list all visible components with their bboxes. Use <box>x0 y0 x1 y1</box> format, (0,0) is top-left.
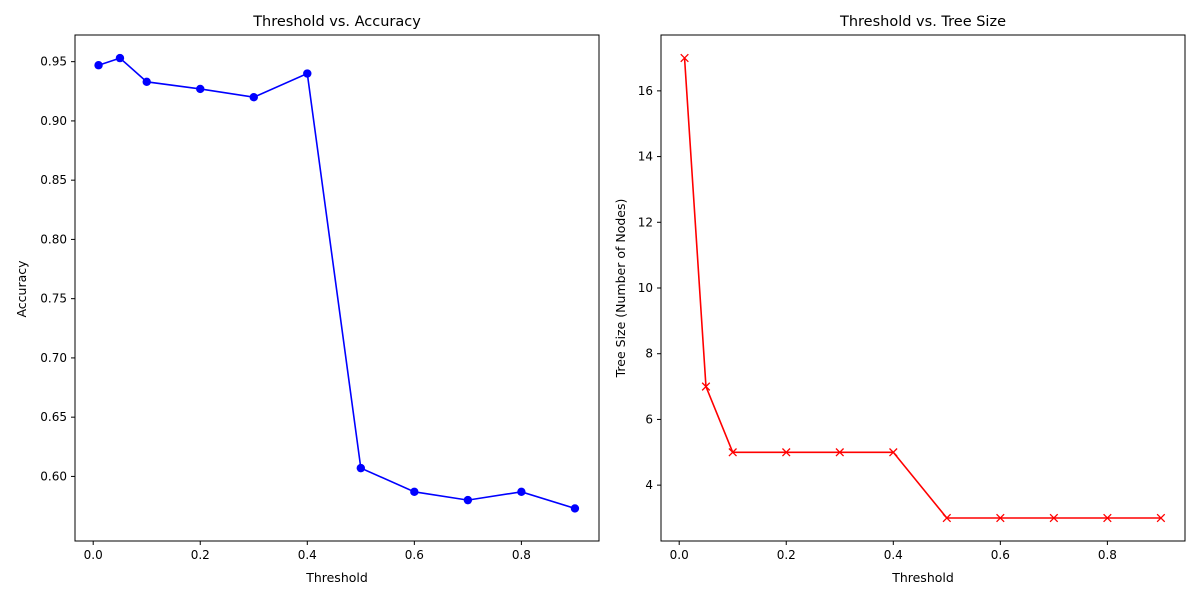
y-axis-label: Accuracy <box>14 260 29 318</box>
data-point <box>570 504 580 513</box>
x-tick-label: 0.0 <box>84 548 103 562</box>
data-point <box>517 487 526 497</box>
y-tick-label: 0.80 <box>40 232 67 246</box>
data-point <box>249 93 258 102</box>
plot-frame <box>660 34 1186 542</box>
y-tick-label: 0.85 <box>40 173 67 187</box>
data-point <box>1103 513 1112 523</box>
data-point <box>701 382 711 391</box>
data-point <box>1049 513 1059 523</box>
x-tick-label: 0.4 <box>884 548 903 562</box>
y-axis-label: Tree Size (Number of Nodes) <box>613 199 628 379</box>
markers <box>94 53 580 513</box>
data-point <box>996 513 1005 523</box>
y-tick-label: 0.95 <box>40 55 67 69</box>
series-lines <box>683 57 1161 519</box>
x-axis-label: Threshold <box>891 570 954 585</box>
series-line <box>683 57 1161 519</box>
x-tick-label: 0.4 <box>298 548 317 562</box>
y-tick-label: 10 <box>638 281 653 295</box>
data-point <box>94 61 103 70</box>
y-tick-label: 12 <box>638 215 653 229</box>
y-tick-label: 6 <box>645 412 653 426</box>
markers <box>680 53 1166 523</box>
x-tick-label: 0.2 <box>777 548 796 562</box>
y-tick-label: 0.60 <box>40 469 67 483</box>
y-tick-label: 16 <box>638 84 653 98</box>
data-point <box>410 487 419 497</box>
data-point <box>196 84 205 94</box>
x-tick-label: 0.0 <box>670 548 689 562</box>
y-tick-label: 14 <box>638 150 653 164</box>
chart-title: Threshold vs. Accuracy <box>252 14 421 30</box>
plot-frame <box>74 34 600 542</box>
data-point <box>356 463 366 473</box>
series-line <box>98 57 576 510</box>
y-tick-label: 0.90 <box>40 114 67 128</box>
ticks: 0.0 0.2 0.4 0.6 0.8 0.60 0.65 0.70 0.75 0.80 0.85 0… <box>40 55 531 562</box>
data-point <box>115 53 125 63</box>
tree-size-chart: Threshold vs. Tree Size Threshold Tree S… <box>613 14 1186 585</box>
data-point <box>463 495 473 505</box>
ticks: 0.0 0.2 0.4 0.6 0.8 4 6 8 10 12 14 16 <box>638 84 1117 562</box>
x-tick-label: 0.6 <box>405 548 424 562</box>
chart-title: Threshold vs. Tree Size <box>839 14 1006 30</box>
y-tick-label: 8 <box>645 347 653 361</box>
data-point <box>1156 513 1166 523</box>
y-tick-label: 4 <box>645 478 653 492</box>
x-tick-label: 0.8 <box>1098 548 1117 562</box>
data-point <box>781 448 791 457</box>
series-lines <box>98 57 576 510</box>
data-point <box>889 448 898 457</box>
y-tick-label: 0.70 <box>40 351 67 365</box>
data-point <box>142 77 151 87</box>
x-tick-label: 0.6 <box>991 548 1010 562</box>
y-tick-label: 0.75 <box>40 292 67 306</box>
y-tick-label: 0.65 <box>40 410 67 424</box>
data-point <box>835 448 845 457</box>
accuracy-chart: Threshold vs. Accuracy Threshold Accurac… <box>14 14 600 585</box>
data-point <box>942 513 952 523</box>
x-tick-label: 0.2 <box>191 548 210 562</box>
data-point <box>303 69 312 78</box>
data-point <box>680 53 689 63</box>
x-tick-label: 0.8 <box>512 548 531 562</box>
data-point <box>728 448 737 457</box>
x-axis-label: Threshold <box>305 570 368 585</box>
